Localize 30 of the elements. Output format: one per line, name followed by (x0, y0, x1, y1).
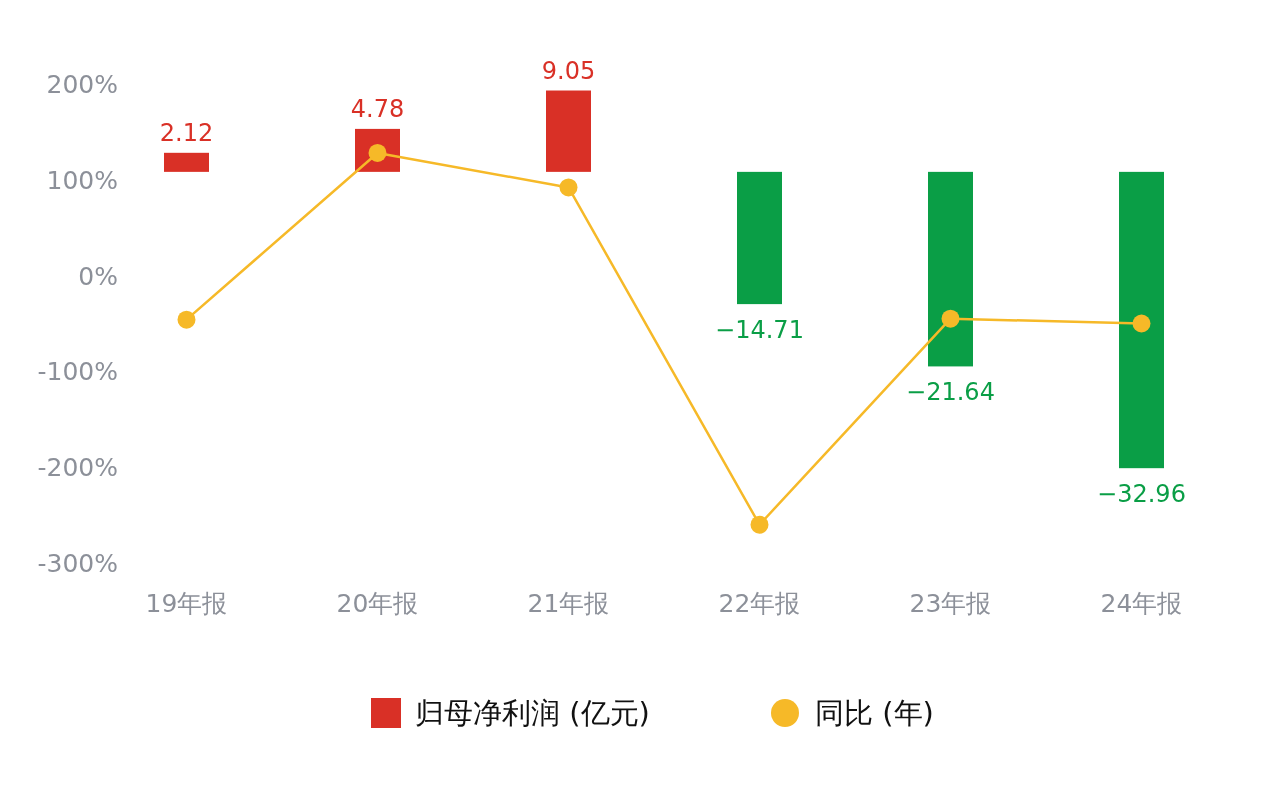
point (941, 309, 960, 328)
point (559, 178, 578, 197)
x-tick-label: 24年报 (1100, 589, 1183, 618)
x-tick-label: 21年报 (527, 589, 610, 618)
data-label: 4.78 (350, 94, 405, 123)
y-tick-label: -100% (37, 357, 118, 387)
data-label: −21.64 (906, 378, 995, 407)
y-tick-label: -200% (37, 453, 118, 483)
point (750, 515, 769, 534)
data-label: 2.12 (159, 118, 214, 147)
y-tick-label: -300% (37, 549, 118, 578)
y-tick-label: 200% (46, 70, 118, 99)
data-label: −32.96 (1097, 480, 1186, 509)
point (177, 310, 196, 329)
x-tick-label: 22年报 (718, 589, 801, 618)
bar (928, 171, 973, 367)
bar (164, 152, 209, 172)
legend-label: 同比 (年) (815, 696, 934, 730)
bar (737, 171, 782, 305)
y-tick-label: 0% (78, 261, 118, 291)
y-tick-label: 100% (46, 165, 118, 195)
x-tick-label: 19年报 (145, 589, 228, 618)
point (1132, 314, 1151, 333)
bar (1119, 171, 1164, 469)
data-label: 9.05 (541, 56, 596, 85)
x-tick-label: 20年报 (336, 589, 419, 618)
bar (546, 90, 591, 172)
data-label: −14.71 (715, 316, 804, 345)
legend-label: 归母净利润 (亿元) (415, 696, 650, 730)
x-tick-label: 23年报 (909, 589, 992, 618)
